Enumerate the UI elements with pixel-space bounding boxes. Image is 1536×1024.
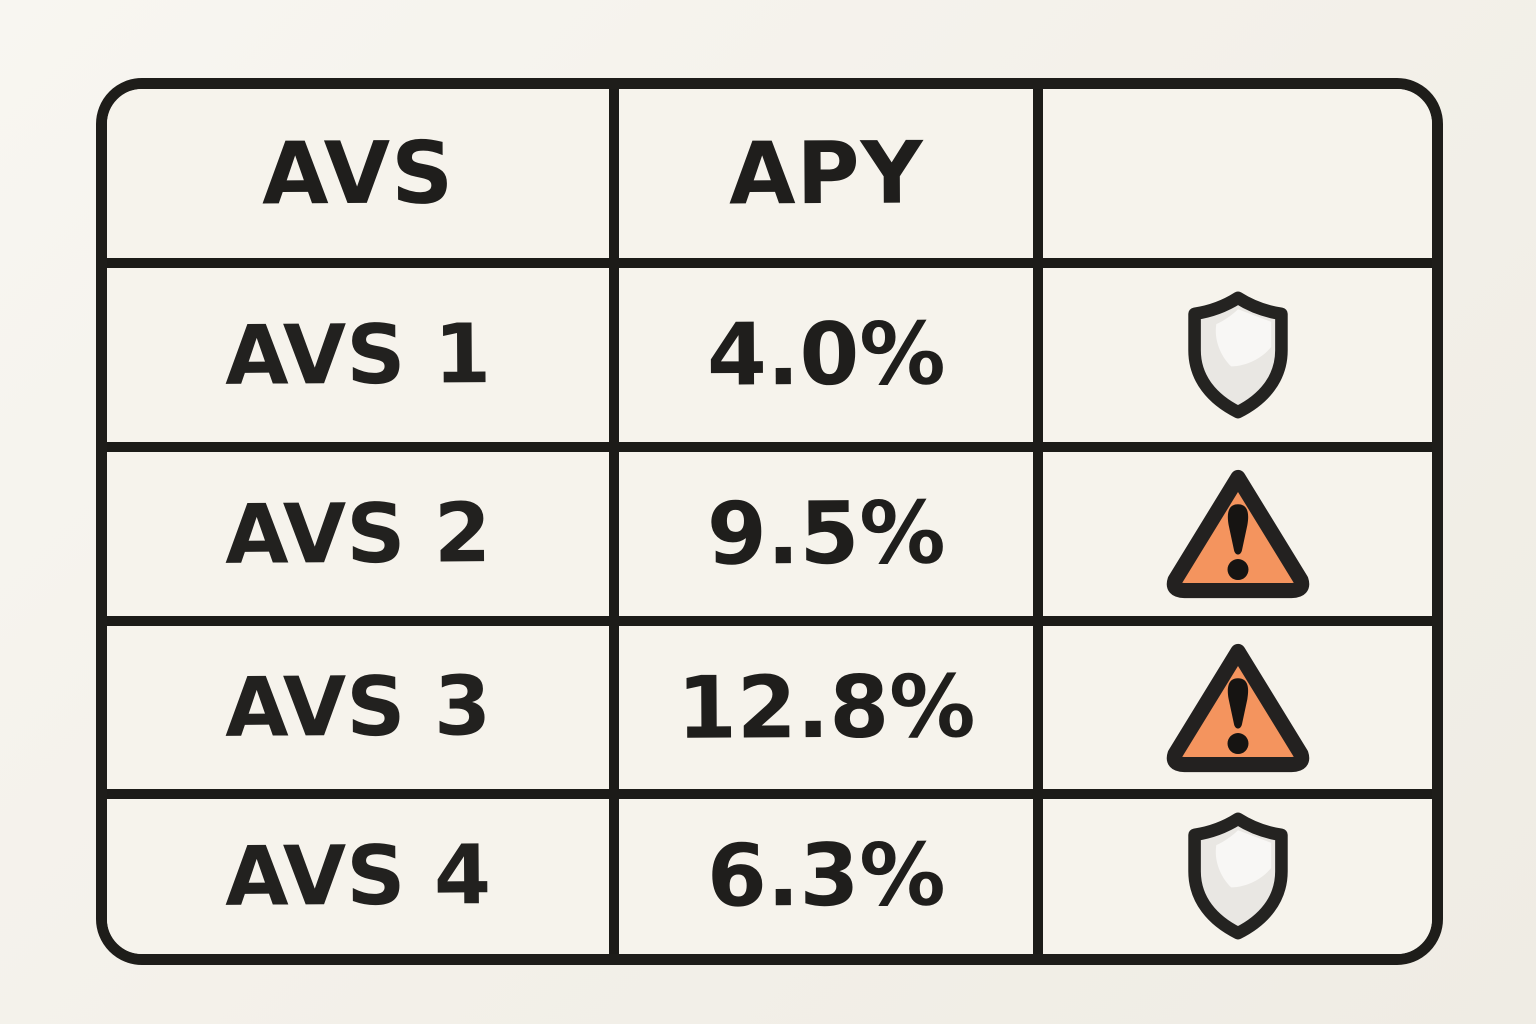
table-row-2-status-cell — [1043, 451, 1432, 627]
table-row-1-name-cell: AVS 1 — [107, 268, 619, 452]
apy-value: 9.5% — [706, 483, 946, 585]
column-header-avs-label: AVS — [261, 123, 455, 225]
avs-name: AVS 4 — [224, 828, 492, 925]
table-row-3-apy-cell: 12.8% — [618, 626, 1044, 799]
warning-triangle-icon — [1162, 641, 1314, 775]
apy-value: 12.8% — [676, 656, 976, 759]
avs-name: AVS 3 — [224, 659, 492, 757]
column-header-avs: AVS — [107, 89, 619, 269]
column-header-apy: APY — [618, 89, 1044, 269]
table-row-1-apy-cell: 4.0% — [618, 268, 1044, 452]
table-row-4-name-cell: AVS 4 — [107, 798, 619, 954]
avs-apy-table: AVS APY AVS 1 4.0% AVS 2 9.5% — [96, 78, 1443, 965]
shield-icon — [1179, 291, 1297, 419]
avs-name: AVS 2 — [224, 485, 492, 583]
table-row-2-apy-cell: 9.5% — [618, 451, 1044, 627]
table-row-3-name-cell: AVS 3 — [107, 626, 619, 799]
table-row-4-apy-cell: 6.3% — [618, 798, 1044, 954]
avs-name: AVS 1 — [224, 306, 492, 404]
apy-value: 6.3% — [706, 825, 946, 928]
table-row-2-name-cell: AVS 2 — [107, 451, 619, 627]
column-header-apy-label: APY — [728, 123, 924, 225]
table-row-3-status-cell — [1043, 626, 1432, 799]
table-row-4-status-cell — [1043, 798, 1432, 954]
apy-value: 4.0% — [706, 304, 946, 406]
shield-icon — [1179, 812, 1297, 940]
table-row-1-status-cell — [1043, 268, 1432, 452]
column-header-status — [1043, 89, 1432, 269]
warning-triangle-icon — [1162, 467, 1314, 601]
